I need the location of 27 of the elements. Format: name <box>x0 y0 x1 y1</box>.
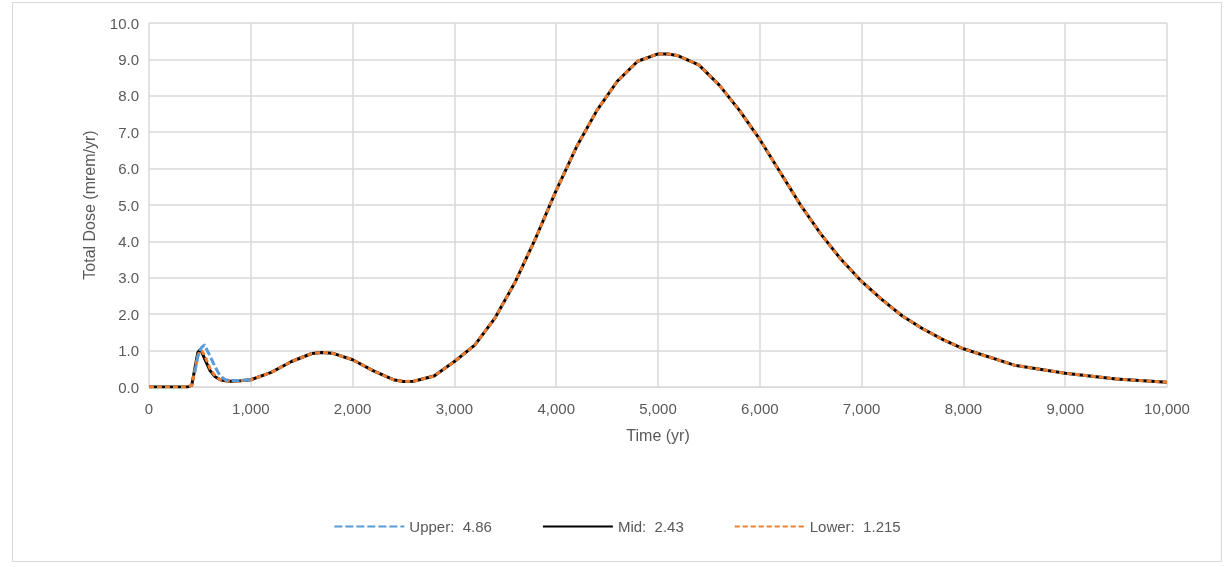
y-tick-label: 6.0 <box>118 160 139 178</box>
y-tick-label: 10.0 <box>109 14 139 32</box>
x-tick-label: 3,000 <box>435 400 474 417</box>
legend-label: Mid: 2.43 <box>617 518 684 535</box>
legend-label: Lower: 1.215 <box>809 518 901 535</box>
y-axis-title: Total Dose (mrem/yr) <box>80 130 98 280</box>
y-tick-label: 7.0 <box>118 123 139 141</box>
x-axis-title: Time (yr) <box>626 426 690 444</box>
x-tick-label: 9,000 <box>1046 400 1084 417</box>
y-tick-label: 4.0 <box>118 232 139 250</box>
y-tick-label: 9.0 <box>118 50 139 68</box>
x-tick-label: 6,000 <box>741 400 779 417</box>
x-tick-label: 8,000 <box>944 400 983 417</box>
x-tick-label: 5,000 <box>639 400 677 417</box>
x-tick-label: 2,000 <box>333 400 372 417</box>
x-tick-label: 4,000 <box>537 400 575 417</box>
y-tick-label: 2.0 <box>118 305 139 323</box>
x-tick-label: 10,000 <box>1144 400 1190 417</box>
x-tick-label: 7,000 <box>842 400 881 417</box>
y-tick-label: 3.0 <box>118 269 139 287</box>
y-tick-label: 1.0 <box>118 342 139 360</box>
x-tick-label: 0 <box>144 400 154 417</box>
y-tick-label: 5.0 <box>118 196 139 214</box>
y-tick-label: 0.0 <box>118 378 139 396</box>
y-tick-label: 8.0 <box>118 87 139 105</box>
legend-label: Upper: 4.86 <box>409 518 492 535</box>
x-tick-label: 1,000 <box>232 400 270 417</box>
